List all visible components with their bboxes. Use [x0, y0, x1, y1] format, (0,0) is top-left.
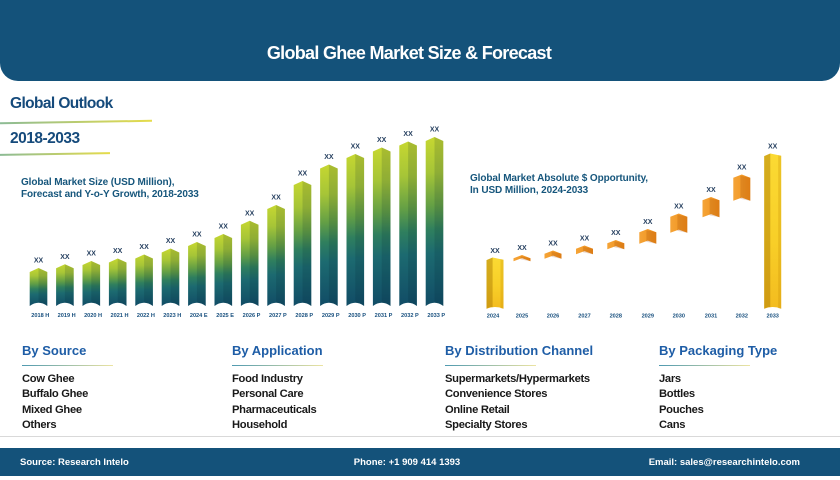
svg-text:2032: 2032 [736, 314, 748, 320]
svg-text:XX: XX [139, 244, 149, 251]
svg-text:XX: XX [580, 236, 590, 243]
svg-text:XX: XX [490, 248, 500, 255]
svg-text:2033: 2033 [766, 314, 778, 320]
svg-text:XX: XX [351, 144, 361, 151]
svg-text:XX: XX [245, 211, 255, 218]
svg-text:XX: XX [87, 251, 97, 258]
svg-text:XX: XX [166, 238, 176, 245]
svg-text:XX: XX [324, 154, 334, 161]
svg-text:XX: XX [517, 245, 527, 252]
svg-text:XX: XX [298, 171, 308, 178]
svg-text:2025: 2025 [516, 314, 528, 320]
svg-text:XX: XX [34, 258, 44, 265]
svg-text:2031 P: 2031 P [375, 313, 393, 319]
svg-text:2033 P: 2033 P [427, 313, 445, 319]
svg-text:2021 H: 2021 H [110, 313, 128, 319]
svg-text:XX: XX [403, 131, 413, 138]
svg-text:2024: 2024 [487, 314, 500, 320]
svg-text:XX: XX [219, 224, 229, 231]
svg-text:2022 H: 2022 H [137, 313, 155, 319]
svg-text:XX: XX [113, 248, 123, 255]
svg-text:XX: XX [643, 219, 653, 226]
svg-text:2026: 2026 [547, 314, 559, 320]
svg-text:2024 E: 2024 E [190, 313, 208, 319]
svg-text:2027 P: 2027 P [269, 313, 287, 319]
svg-text:2018 H: 2018 H [31, 313, 49, 319]
svg-text:XX: XX [548, 241, 558, 248]
svg-text:2032 P: 2032 P [401, 313, 419, 319]
svg-text:2029 P: 2029 P [322, 313, 340, 319]
svg-text:2030 P: 2030 P [348, 313, 366, 319]
svg-text:2029: 2029 [642, 314, 654, 320]
svg-text:2019 H: 2019 H [58, 313, 76, 319]
svg-text:XX: XX [706, 187, 716, 194]
svg-text:XX: XX [768, 144, 778, 151]
svg-text:XX: XX [737, 165, 747, 172]
svg-text:XX: XX [674, 204, 684, 211]
svg-text:2030: 2030 [673, 314, 685, 320]
svg-text:XX: XX [430, 127, 440, 134]
svg-text:2027: 2027 [578, 314, 590, 320]
svg-text:XX: XX [377, 137, 387, 144]
svg-text:2028: 2028 [610, 314, 622, 320]
svg-text:2023 H: 2023 H [163, 313, 181, 319]
svg-text:XX: XX [60, 254, 70, 261]
svg-text:XX: XX [611, 230, 621, 237]
svg-text:2031: 2031 [705, 314, 717, 320]
svg-text:XX: XX [271, 195, 281, 202]
svg-text:2026 P: 2026 P [243, 313, 261, 319]
svg-text:2028 P: 2028 P [295, 313, 313, 319]
svg-text:2020 H: 2020 H [84, 313, 102, 319]
svg-text:2025 E: 2025 E [216, 313, 234, 319]
svg-text:XX: XX [192, 232, 202, 239]
